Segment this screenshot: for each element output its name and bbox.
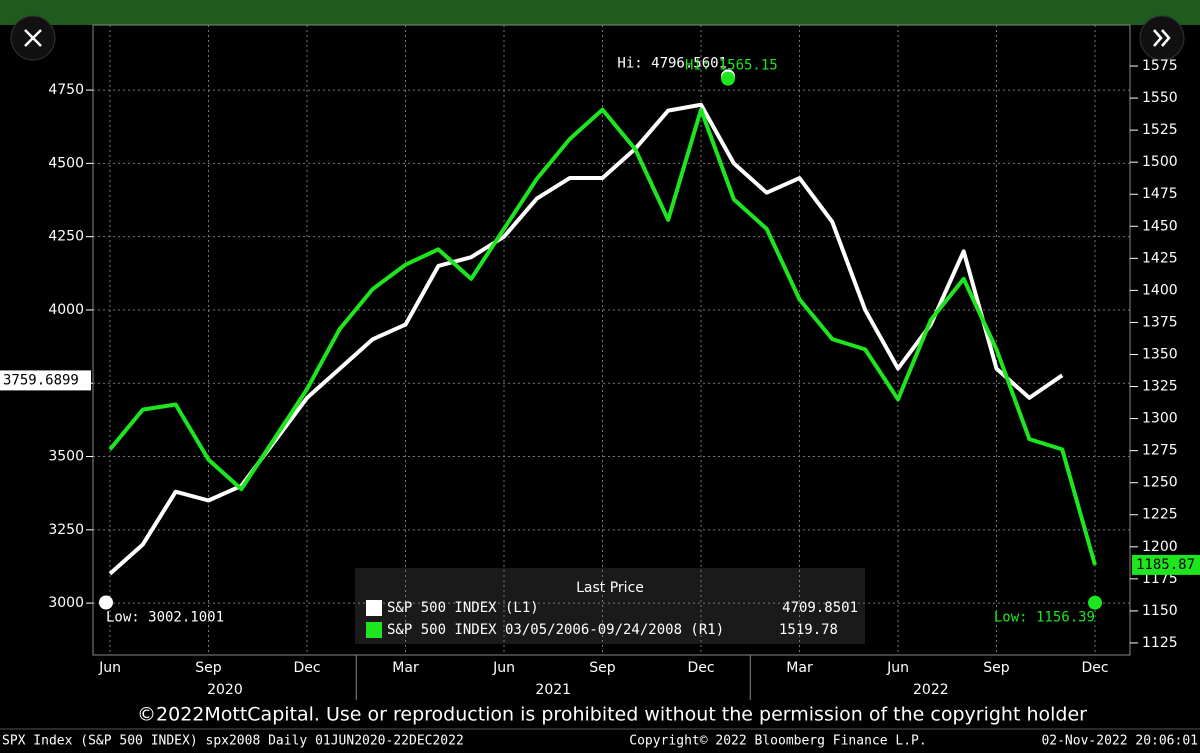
axis-tag-label: 1185.87 (1136, 557, 1195, 573)
year-label: 2020 (207, 682, 243, 698)
watermark: ©2022MottCapital. Use or reproduction is… (137, 704, 1087, 726)
y2-tick-label: 1275 (1142, 443, 1178, 459)
y2-tick-label: 1525 (1142, 122, 1178, 138)
axis-tag-box (1132, 554, 1200, 575)
x-tick-label: Dec (293, 660, 320, 676)
axis-tag-box (0, 370, 91, 391)
annotation: Hi: 4796.5601 (617, 55, 727, 71)
y2-tick-label: 1125 (1142, 635, 1178, 651)
x-tick-label: Mar (786, 660, 813, 676)
y2-tick-label: 1425 (1142, 250, 1178, 266)
x-tick-label: Sep (983, 660, 1010, 676)
y2-tick-label: 1350 (1142, 346, 1178, 362)
y-tick-label: 3000 (48, 595, 84, 611)
legend-swatch (366, 622, 382, 638)
y-tick-label: 3500 (48, 449, 84, 465)
footer-center: Copyright© 2022 Bloomberg Finance L.P. (629, 734, 926, 749)
year-label: 2022 (913, 682, 949, 698)
y2-tick-label: 1150 (1142, 603, 1178, 619)
y2-tick-label: 1375 (1142, 314, 1178, 330)
x-tick-label: Sep (195, 660, 222, 676)
legend-value: 1519.78 (779, 622, 838, 638)
y-tick-label: 3250 (48, 522, 84, 538)
next-icon (1153, 29, 1171, 47)
x-tick-label: Dec (1081, 660, 1108, 676)
footer-right: 02-Nov-2022 20:06:01 (1041, 734, 1198, 749)
year-label: 2021 (535, 682, 571, 698)
y2-tick-label: 1575 (1142, 58, 1178, 74)
legend-label: S&P 500 INDEX 03/05/2006-09/24/2008 (R1) (387, 622, 724, 638)
y2-tick-label: 1400 (1142, 282, 1178, 298)
x-tick-label: Jun (886, 660, 909, 676)
legend-value: 4709.8501 (782, 600, 858, 616)
legend-swatch (366, 600, 382, 616)
x-tick-label: Jun (98, 660, 121, 676)
x-tick-label: Dec (687, 660, 714, 676)
extreme-marker (99, 595, 113, 610)
annotation: Low: 3002.1001 (106, 609, 224, 625)
extreme-marker (1088, 595, 1102, 610)
x-tick-label: Jun (492, 660, 515, 676)
y-tick-label: 4000 (48, 302, 84, 318)
y2-tick-label: 1500 (1142, 154, 1178, 170)
y2-tick-label: 1300 (1142, 411, 1178, 427)
series-line (108, 107, 1097, 566)
top-bar (0, 0, 1200, 25)
legend-label: S&P 500 INDEX (L1) (387, 600, 539, 616)
legend-box (355, 568, 865, 644)
y-tick-label: 4500 (48, 155, 84, 171)
plot-area (92, 24, 1131, 656)
y-tick-label: 4750 (48, 82, 84, 98)
legend-title: Last Price (576, 580, 644, 596)
y2-tick-label: 1475 (1142, 186, 1178, 202)
close-icon (24, 29, 42, 47)
y2-tick-label: 1550 (1142, 90, 1178, 106)
y-tick-label: 4250 (48, 229, 84, 245)
axis-tag-label: 3759.6899 (3, 372, 79, 388)
extreme-marker (721, 71, 735, 86)
annotation: Hi: 1565.15 (685, 58, 778, 74)
annotation: Low: 1156.39 (994, 610, 1095, 626)
y2-tick-label: 1250 (1142, 475, 1178, 491)
y2-tick-label: 1325 (1142, 379, 1178, 395)
y2-tick-label: 1450 (1142, 218, 1178, 234)
y2-tick-label: 1200 (1142, 539, 1178, 555)
x-tick-label: Mar (392, 660, 419, 676)
y2-tick-label: 1225 (1142, 507, 1178, 523)
footer-left: SPX Index (S&P 500 INDEX) spx2008 Daily … (2, 734, 464, 749)
x-tick-label: Sep (589, 660, 616, 676)
